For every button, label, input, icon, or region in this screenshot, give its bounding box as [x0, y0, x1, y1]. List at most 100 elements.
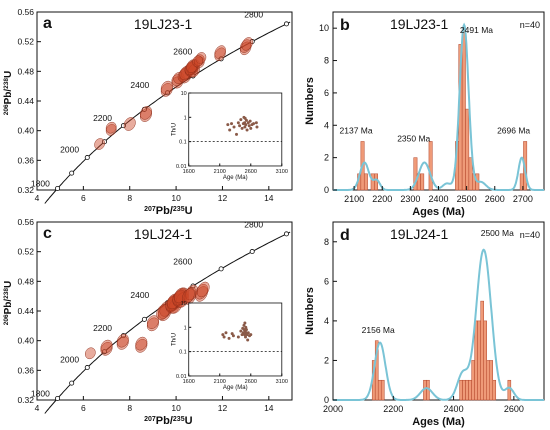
concordia-node [84, 155, 90, 161]
histogram-bar [480, 300, 484, 401]
concordia-age-label: 2600 [173, 46, 192, 56]
y-tick-label: 2 [324, 153, 329, 163]
inset-y-tick-label: 10 [181, 91, 187, 97]
histogram-bar [477, 320, 481, 401]
concordia-node [120, 123, 126, 129]
kde-curve [333, 248, 544, 401]
histogram-bar [459, 379, 463, 401]
y-tick-label: 0.56 [17, 7, 34, 17]
y-axis-label-part: Pb/ [3, 89, 14, 105]
concordia-panel-c: 4 6 8 10 12 14 0.32 0.36 0.40 0.44 0.48 0.52 0.56 180… [3, 217, 293, 427]
histogram-panel-d: 2000 2200 2400 2600 0 2 4 6 8 2156 Ma 2500 Ma d 19LJ… [304, 221, 545, 428]
x-axis-label: 207Pb/235U [144, 415, 193, 427]
concordia-node [69, 380, 75, 386]
x-tick-label: 4 [35, 403, 40, 413]
histogram-bar [486, 360, 490, 401]
inset-y-tick-label: 1 [184, 325, 187, 331]
data-ellipse [146, 315, 159, 329]
inset-point [247, 124, 251, 128]
x-tick-label: 2400 [428, 194, 448, 204]
y-tick-label: 0.32 [17, 185, 34, 195]
data-ellipse [100, 339, 113, 354]
inset-point [221, 333, 225, 337]
data-ellipse [187, 63, 200, 78]
x-axis-label: Ages (Ma) [412, 206, 465, 218]
x-axis-label-part: U [185, 205, 193, 217]
inset-x-tick-label: 2600 [245, 379, 257, 385]
y-tick-label: 0.36 [17, 365, 34, 375]
x-tick-label: 6 [81, 193, 86, 203]
data-ellipse [192, 55, 203, 68]
inset-point [244, 123, 248, 127]
histogram-bar [363, 173, 368, 191]
concordia-age-label: 1800 [31, 179, 50, 189]
concordia-age-label: 2200 [93, 113, 112, 123]
inset-y-label: Th/U [172, 333, 178, 346]
y-axis-label: 206Pb/238U [3, 71, 15, 116]
concordia-age-label: 2000 [60, 354, 79, 364]
inset-x-tick-label: 3100 [276, 169, 288, 175]
peak-age-label: 2350 Ma [397, 133, 430, 143]
x-tick-label: 10 [171, 403, 181, 413]
inset-frame [188, 92, 283, 167]
inset-point [242, 323, 246, 327]
x-tick-label: 2200 [372, 194, 392, 204]
histogram-bar [468, 157, 473, 191]
histogram-bar [374, 173, 378, 191]
inset-point [245, 128, 249, 132]
peak-age-label: 2491 Ma [460, 25, 493, 35]
x-axis-label-part: Pb/ [156, 415, 173, 427]
x-axis-label-part: 207 [144, 416, 156, 423]
y-axis-label: Numbers [304, 287, 316, 335]
concordia-node [69, 170, 75, 176]
concordia-age-label: 2000 [60, 144, 79, 154]
y-tick-label: 10 [319, 23, 329, 33]
inset-point [248, 119, 252, 123]
x-tick-label: 6 [81, 403, 86, 413]
data-ellipse [157, 305, 172, 322]
panel-letter: a [43, 15, 52, 32]
data-ellipse [135, 339, 148, 353]
inset-point [236, 335, 240, 339]
inset-point [244, 118, 248, 122]
data-ellipse [182, 288, 195, 304]
data-ellipse [214, 45, 226, 59]
y-axis-label-part: 206 [3, 314, 10, 325]
y-tick-label: 0.32 [17, 395, 34, 405]
x-tick-label: 2000 [323, 404, 343, 414]
inset-point [249, 333, 253, 337]
y-tick-label: 0.52 [17, 37, 34, 47]
sample-count: n=40 [520, 20, 540, 30]
data-ellipse [214, 47, 226, 61]
inset-point [227, 336, 231, 340]
inset-point [243, 321, 247, 325]
histogram-bar [420, 173, 425, 191]
y-tick-label: 2 [324, 355, 329, 365]
y-axis-label-part: U [3, 281, 14, 288]
concordia-node [84, 365, 90, 371]
x-tick-label: 14 [264, 193, 274, 203]
concordia-age-label: 2600 [173, 256, 192, 266]
inset-point [222, 335, 226, 339]
inset-point [232, 125, 236, 129]
y-axis-label-part: 238 [3, 288, 10, 299]
inset-y-label: Th/U [172, 123, 178, 136]
histogram-bar [465, 379, 469, 401]
histogram-panel-b: 2100 2200 2300 2400 2500 2600 2700 0 2 4 6 8 10 2137 … [304, 11, 545, 218]
x-axis-label-part: Pb/ [156, 205, 173, 217]
inset-point [244, 328, 248, 332]
data-ellipse [160, 83, 173, 97]
histogram-bar [483, 320, 487, 401]
x-tick-label: 2300 [400, 194, 420, 204]
inset-x-tick-label: 2100 [214, 169, 226, 175]
y-tick-label: 0.44 [17, 306, 34, 316]
panel-letter: c [43, 225, 52, 242]
histogram-bar [428, 141, 433, 191]
x-axis-label-part: 235 [173, 416, 185, 423]
y-axis-label-part: 238 [3, 78, 10, 89]
concordia-node [55, 185, 61, 191]
concordia-age-label: 2400 [130, 290, 149, 300]
inset-point [239, 329, 243, 333]
data-ellipse [139, 106, 152, 120]
y-tick-label: 8 [324, 56, 329, 66]
